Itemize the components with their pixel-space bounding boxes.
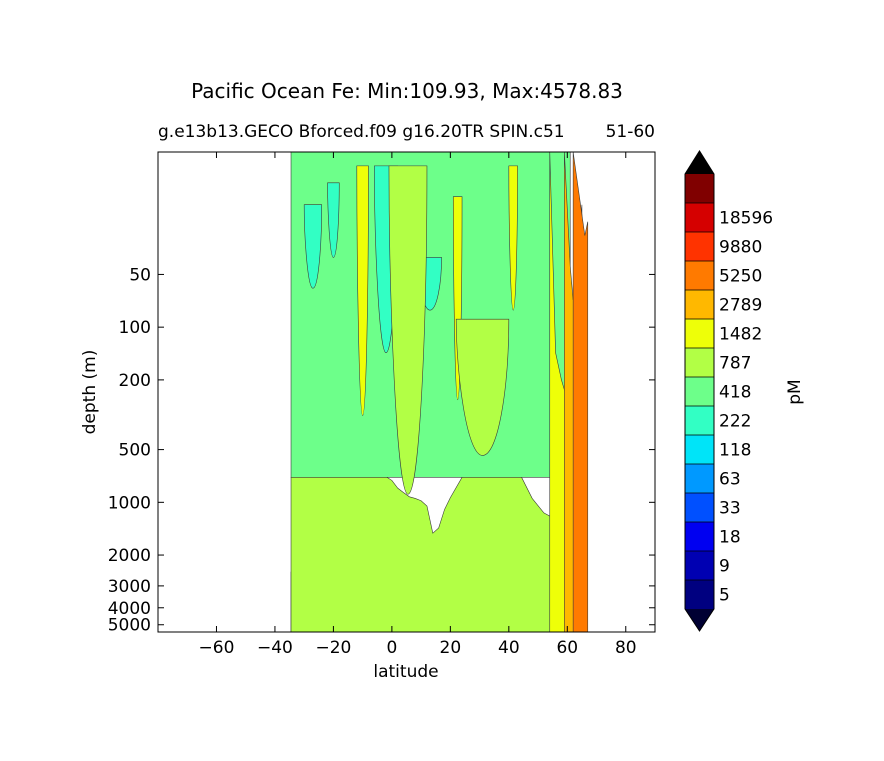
y-tick-label: 1000 bbox=[108, 493, 151, 513]
x-axis-label: latitude bbox=[373, 662, 438, 682]
colorbar-segment bbox=[685, 348, 714, 377]
x-tick-label: 0 bbox=[386, 638, 397, 658]
colorbar-segment bbox=[685, 464, 714, 493]
y-axis-label: depth (m) bbox=[80, 350, 100, 435]
colorbar-segment bbox=[685, 319, 714, 348]
x-tick-label: 80 bbox=[615, 638, 637, 658]
contour-patch bbox=[327, 182, 340, 258]
colorbar: 5 9 18 33 63 118 222 418 787 1482 2789 5250 9880 1859… bbox=[684, 150, 773, 632]
plot-area bbox=[157, 151, 656, 633]
colorbar-segment bbox=[685, 261, 714, 290]
colorbar-segment bbox=[685, 580, 714, 609]
y-tick-label: 50 bbox=[129, 265, 151, 285]
colorbar-segment bbox=[685, 522, 714, 551]
colorbar-tick-label: 33 bbox=[719, 499, 741, 519]
colorbar-extend-max bbox=[685, 151, 714, 174]
colorbar-segment bbox=[685, 203, 714, 232]
plot-frame bbox=[157, 151, 656, 633]
contour-patch bbox=[356, 165, 369, 416]
chart-title: Pacific Ocean Fe: Min:109.93, Max:4578.8… bbox=[191, 79, 623, 103]
colorbar-tick-label: 118 bbox=[719, 441, 751, 461]
colorbar-tick-label: 63 bbox=[719, 470, 741, 490]
colorbar-tick-label: 1482 bbox=[719, 325, 762, 345]
x-tick-label: 60 bbox=[556, 638, 578, 658]
y-tick-label: 200 bbox=[119, 371, 151, 391]
x-tick-label: −40 bbox=[257, 638, 293, 658]
x-tick-label: 20 bbox=[440, 638, 462, 658]
colorbar-tick-label: 5 bbox=[719, 586, 730, 606]
colorbar-tick-label: 787 bbox=[719, 354, 751, 374]
contour-patch bbox=[303, 204, 323, 289]
colorbar-tick-label: 222 bbox=[719, 412, 751, 432]
contour-patch bbox=[508, 165, 518, 311]
colorbar-segment bbox=[685, 290, 714, 319]
colorbar-segment bbox=[685, 551, 714, 580]
x-axis: −60 −40 −20 0 20 40 60 80 bbox=[199, 152, 637, 658]
y-tick-label: 3000 bbox=[108, 577, 151, 597]
colorbar-tick-label: 2789 bbox=[719, 296, 762, 316]
contour-fills bbox=[290, 152, 589, 632]
y-tick-label: 4000 bbox=[108, 599, 151, 619]
colorbar-segment bbox=[685, 435, 714, 464]
colorbar-extend-min bbox=[685, 609, 714, 631]
x-tick-label: 40 bbox=[498, 638, 520, 658]
y-tick-label: 5000 bbox=[108, 616, 151, 636]
colorbar-outline bbox=[684, 150, 715, 632]
colorbar-tick-label: 9880 bbox=[719, 238, 762, 258]
x-tick-label: −20 bbox=[315, 638, 351, 658]
y-tick-label: 2000 bbox=[108, 546, 151, 566]
colorbar-segment bbox=[685, 493, 714, 522]
chart-subtitle-left: g.e13b13.GECO Bforced.f09 g16.20TR SPIN.… bbox=[158, 122, 565, 142]
colorbar-label: pM bbox=[785, 379, 805, 404]
y-tick-label: 500 bbox=[119, 441, 151, 461]
colorbar-segment bbox=[685, 174, 714, 203]
colorbar-tick-label: 9 bbox=[719, 557, 730, 577]
y-tick-label: 100 bbox=[119, 318, 151, 338]
chart-subtitle-right: 51-60 bbox=[606, 122, 655, 142]
colorbar-segment bbox=[685, 232, 714, 261]
colorbar-tick-label: 418 bbox=[719, 383, 751, 403]
colorbar-tick-label: 18596 bbox=[719, 209, 773, 229]
x-tick-label: −60 bbox=[199, 638, 235, 658]
colorbar-segment bbox=[685, 406, 714, 435]
colorbar-segment bbox=[685, 377, 714, 406]
colorbar-tick-label: 18 bbox=[719, 528, 741, 548]
contour-patch bbox=[388, 165, 428, 495]
contour-region-boundary-max bbox=[572, 152, 589, 632]
colorbar-tick-label: 5250 bbox=[719, 267, 762, 287]
contour-patch bbox=[455, 318, 510, 456]
